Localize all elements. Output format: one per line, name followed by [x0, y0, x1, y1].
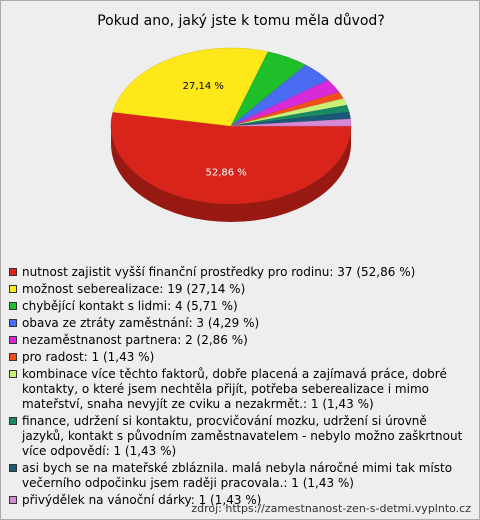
legend-label: nutnost zajistit vyšší finanční prostřed…: [22, 265, 416, 279]
legend-label: finance, udržení si kontaktu, procvičová…: [22, 414, 463, 458]
legend-item: pro radost: 1 (1,43 %): [9, 350, 469, 365]
legend-swatch: [9, 417, 17, 425]
legend-swatch: [9, 319, 17, 327]
legend-label: asi bych se na mateřské zbláznila. malá …: [22, 461, 453, 490]
legend-label: nezaměstnanost partnera: 2 (2,86 %): [22, 333, 248, 347]
legend-swatch: [9, 302, 17, 310]
pie-slice-side: [111, 126, 351, 222]
chart-title: Pokud ano, jaký jste k tomu měla důvod?: [97, 13, 385, 29]
pie-slice: [112, 47, 269, 127]
legend-item: kombinace více těchto faktorů, dobře pla…: [9, 367, 469, 412]
legend-item: asi bych se na mateřské zbláznila. malá …: [9, 461, 469, 491]
data-label: 27,14 %: [183, 81, 224, 92]
data-label: 52,86 %: [206, 168, 247, 179]
legend-item: nezaměstnanost partnera: 2 (2,86 %): [9, 333, 469, 348]
legend-item: možnost seberealizace: 19 (27,14 %): [9, 282, 469, 297]
source: zdroj: https://zamestnanost-zen-s-detmi.…: [191, 502, 471, 515]
pie-slice: [110, 111, 352, 205]
legend-label: možnost seberealizace: 19 (27,14 %): [22, 282, 246, 296]
pie-slice: [230, 118, 352, 127]
legend-swatch: [9, 353, 17, 361]
legend-item: přivýdělek na vánoční dárky: 1 (1,43 %): [9, 493, 469, 508]
legend-item: obava ze ztráty zaměstnání: 3 (4,29 %): [9, 316, 469, 331]
legend-swatch: [9, 336, 17, 344]
legend-swatch: [9, 285, 17, 293]
legend-swatch: [9, 370, 17, 378]
legend-item: chybějící kontakt s lidmi: 4 (5,71 %): [9, 299, 469, 314]
legend-swatch: [9, 496, 17, 504]
legend-label: přivýdělek na vánoční dárky: 1 (1,43 %): [22, 493, 262, 507]
legend-label: chybějící kontakt s lidmi: 4 (5,71 %): [22, 299, 238, 313]
legend-label: pro radost: 1 (1,43 %): [22, 350, 155, 364]
legend: nutnost zajistit vyšší finanční prostřed…: [9, 265, 469, 510]
legend-swatch: [9, 464, 17, 472]
legend-swatch: [9, 268, 17, 276]
legend-label: obava ze ztráty zaměstnání: 3 (4,29 %): [22, 316, 260, 330]
legend-item: finance, udržení si kontaktu, procvičová…: [9, 414, 469, 459]
legend-item: nutnost zajistit vyšší finanční prostřed…: [9, 265, 469, 280]
pie-area: Pokud ano, jaký jste k tomu měla důvod? …: [97, 13, 385, 222]
legend-label: kombinace více těchto faktorů, dobře pla…: [22, 367, 447, 411]
